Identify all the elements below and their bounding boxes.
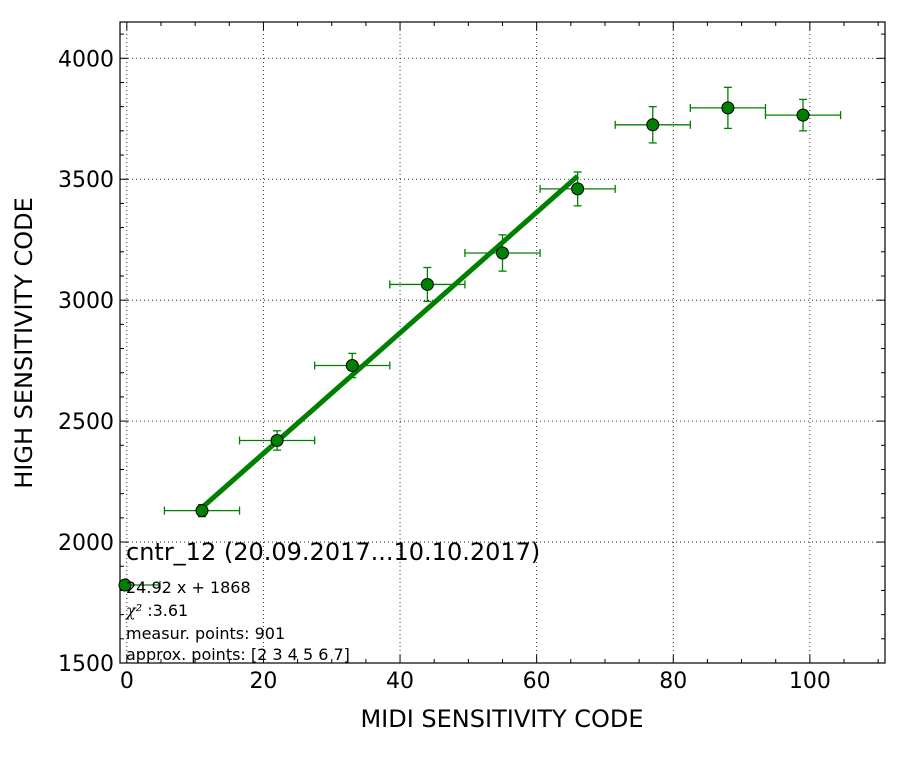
data-point bbox=[721, 101, 735, 115]
data-point bbox=[270, 433, 284, 447]
annotation: cntr_12 (20.09.2017...10.10.2017) 24.92 … bbox=[118, 538, 540, 664]
plot-frame bbox=[119, 21, 886, 664]
legend-point bbox=[118, 578, 132, 592]
x-axis-label: MIDI SENSITIVITY CODE bbox=[360, 705, 643, 733]
y-tick-label: 2000 bbox=[58, 531, 114, 556]
annotation-measur-points: measur. points: 901 bbox=[126, 624, 285, 643]
annotation-chi2: χ² :3.61 bbox=[125, 601, 188, 620]
x-tick-label: 80 bbox=[659, 669, 687, 694]
y-tick-label: 2500 bbox=[58, 410, 114, 435]
data-point bbox=[420, 277, 434, 291]
data-point bbox=[496, 246, 509, 260]
y-tick-label: 3500 bbox=[58, 168, 114, 193]
x-tick-label: 0 bbox=[120, 669, 134, 694]
annotation-approx-points: approx. points: [2 3 4 5 6 7] bbox=[126, 645, 350, 664]
legend-marker bbox=[118, 578, 161, 592]
y-axis-label: HIGH SENSITIVITY CODE bbox=[10, 197, 38, 489]
x-tick-label: 40 bbox=[386, 669, 414, 694]
chi2-value: :3.61 bbox=[142, 601, 188, 620]
x-tick-label: 60 bbox=[523, 669, 551, 694]
fit-line-group bbox=[200, 174, 580, 510]
data-point bbox=[195, 504, 209, 518]
data-point bbox=[571, 182, 585, 196]
y-tick-label: 1500 bbox=[58, 652, 114, 677]
chi2-symbol: χ² bbox=[125, 601, 142, 620]
points bbox=[195, 101, 810, 518]
grid bbox=[120, 22, 885, 664]
x-tick-label: 20 bbox=[249, 669, 277, 694]
data-point bbox=[646, 118, 660, 132]
data-point bbox=[345, 358, 359, 372]
tick-labels: 0 20 40 60 80 100 1500 2000 2500 3000 3500 4000 bbox=[58, 47, 831, 694]
annotation-equation: 24.92 x + 1868 bbox=[126, 578, 251, 597]
fit-line bbox=[200, 174, 580, 510]
ticks bbox=[120, 22, 885, 664]
data-point bbox=[796, 108, 810, 122]
annotation-title: cntr_12 (20.09.2017...10.10.2017) bbox=[126, 538, 540, 566]
x-tick-label: 100 bbox=[789, 669, 831, 694]
y-tick-label: 3000 bbox=[58, 289, 114, 314]
y-tick-label: 4000 bbox=[58, 47, 114, 72]
